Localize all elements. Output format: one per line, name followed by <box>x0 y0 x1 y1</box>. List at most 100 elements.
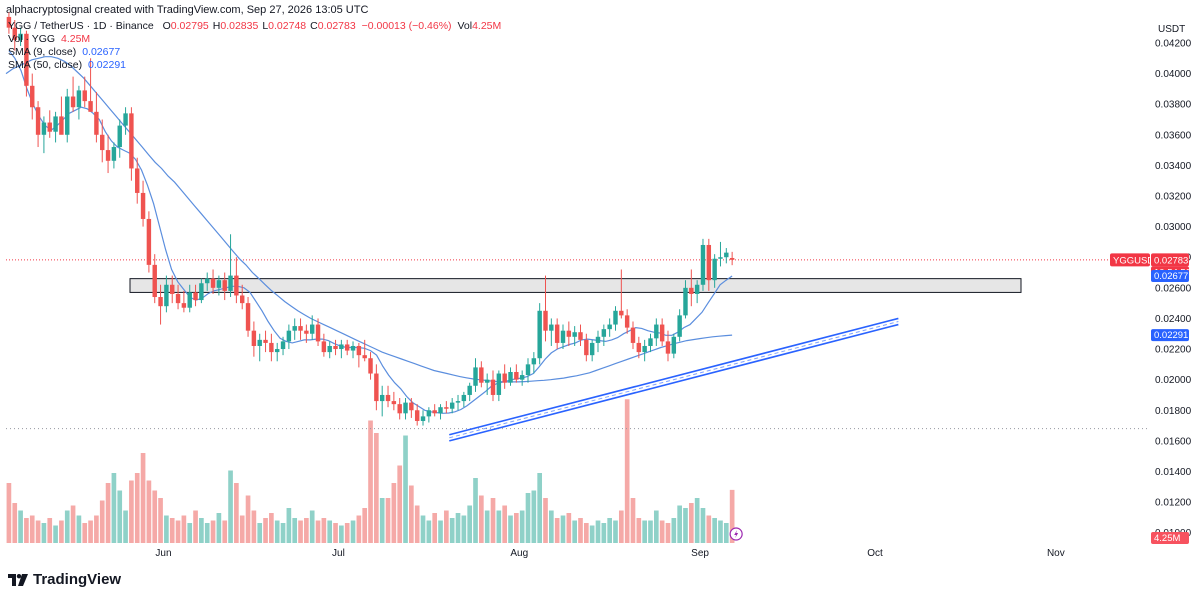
volume-bar <box>642 520 647 543</box>
price-chart[interactable]: 0.04200 0.04000 0.03800 0.03600 0.03400 0.032… <box>0 0 1200 562</box>
volume-bar <box>403 435 408 543</box>
volume-bar <box>53 525 58 543</box>
sma-50-line <box>5 56 733 383</box>
candle-body <box>35 107 41 135</box>
price-tag-sma-fast-bg <box>1151 270 1189 283</box>
ohlc-key-o: O <box>162 20 171 32</box>
volume-bar <box>187 523 193 543</box>
candle-body <box>368 358 373 374</box>
candle-body <box>420 416 426 421</box>
time-tick-label: Jul <box>332 548 345 559</box>
volume-bar <box>82 523 88 543</box>
candle-body <box>41 122 47 135</box>
candle-body <box>315 324 321 342</box>
volume-bar <box>723 523 729 543</box>
volume-bar <box>199 518 204 543</box>
volume-bar <box>29 515 35 543</box>
volume-bar <box>35 520 41 543</box>
legend-symbol-row: YGG / TetherUS · 1D · Binance O0.02795 H0… <box>8 20 501 33</box>
candle-body <box>12 27 17 40</box>
candle-body <box>665 341 671 354</box>
candle-body <box>298 326 303 331</box>
candle-body <box>30 85 35 108</box>
candle-body <box>222 280 227 291</box>
price-tag-sma-slow: 0.02291 <box>1154 330 1188 341</box>
sma-slow-label: SMA (50, close) <box>8 59 83 71</box>
ohlc-key-h: H <box>212 20 221 32</box>
volume-bar <box>94 515 99 543</box>
candle-body <box>449 402 455 409</box>
price-tick-label: 0.03400 <box>1155 161 1192 172</box>
volume-bar <box>41 523 47 543</box>
candle-body <box>321 341 327 353</box>
candle-body <box>554 324 560 343</box>
volume-bar <box>683 508 688 543</box>
legend-sma-slow-row[interactable]: SMA (50, close) 0.02291 <box>8 59 501 72</box>
candle-body <box>274 349 280 353</box>
sma-fast-label: SMA (9, close) <box>8 46 77 58</box>
candle-body <box>339 344 344 350</box>
tradingview-logo[interactable]: TradingView <box>8 571 121 588</box>
candle-body <box>694 284 700 294</box>
candle-body <box>228 275 233 291</box>
volume-bar <box>479 495 484 543</box>
candle-body <box>59 116 64 135</box>
candle-body <box>286 330 292 342</box>
support-channel-midline <box>449 321 899 439</box>
candle-body <box>304 330 309 334</box>
volume-bar <box>298 520 303 543</box>
footer: TradingView <box>0 562 1200 600</box>
volume-bar <box>228 470 233 543</box>
price-tick-label: 0.02600 <box>1155 283 1192 294</box>
candle-body <box>531 358 537 365</box>
candle-body <box>654 324 659 339</box>
legend-sma-fast-row[interactable]: SMA (9, close) 0.02677 <box>8 46 501 59</box>
candle-body <box>129 113 134 169</box>
chart-header: alphacryptosignal created with TradingVi… <box>0 0 1200 20</box>
volume-bar <box>327 520 333 543</box>
resistance-zone <box>129 278 1022 293</box>
volume-bar <box>566 513 572 543</box>
candle-body <box>584 339 589 356</box>
ohlc-value-o: 0.02795 <box>170 20 209 32</box>
volume-bar <box>706 515 712 543</box>
volume-bar <box>257 523 263 543</box>
ohlc-value-c: 0.02783 <box>317 20 356 32</box>
candle-body <box>175 293 181 304</box>
candle-body <box>6 16 12 28</box>
candle-body <box>105 150 111 161</box>
candle-body <box>327 345 332 353</box>
volume-bar <box>164 515 169 543</box>
candle-body <box>385 394 391 402</box>
candle-body <box>292 326 297 331</box>
volume-bar <box>432 513 438 543</box>
volume-bar <box>99 500 105 543</box>
volume-bar <box>64 510 70 543</box>
price-tick-label: 0.02400 <box>1155 314 1192 325</box>
volume-bar <box>490 498 496 543</box>
candle-body <box>239 295 245 304</box>
price-tag-sma-fast: 0.02677 <box>1154 271 1188 282</box>
candle-body <box>18 33 23 40</box>
legend-volume-row[interactable]: Vol · YGG 4.25M <box>8 33 501 46</box>
price-tick-label: 0.01600 <box>1155 436 1192 447</box>
price-axis-currency[interactable]: USDT <box>1158 24 1186 35</box>
price-tick-label: 0.03200 <box>1155 192 1192 203</box>
candle-body <box>245 303 251 331</box>
candle-body <box>455 401 461 403</box>
candle-body <box>566 330 572 337</box>
vol-value: 4.25M <box>472 20 502 32</box>
candle-body <box>82 90 87 102</box>
vol-row-label: Vol · YGG <box>8 33 56 45</box>
candle-body <box>642 345 647 353</box>
candle-body <box>158 297 163 307</box>
volume-bar <box>339 525 344 543</box>
candle-body <box>123 113 128 126</box>
candle-body <box>24 33 29 86</box>
price-tag-volume-bg <box>1151 532 1189 544</box>
candle-body <box>607 324 612 330</box>
volume-bar <box>455 513 461 543</box>
candle-body <box>88 101 93 112</box>
volume-bar <box>484 510 490 543</box>
candle-body <box>572 332 577 337</box>
